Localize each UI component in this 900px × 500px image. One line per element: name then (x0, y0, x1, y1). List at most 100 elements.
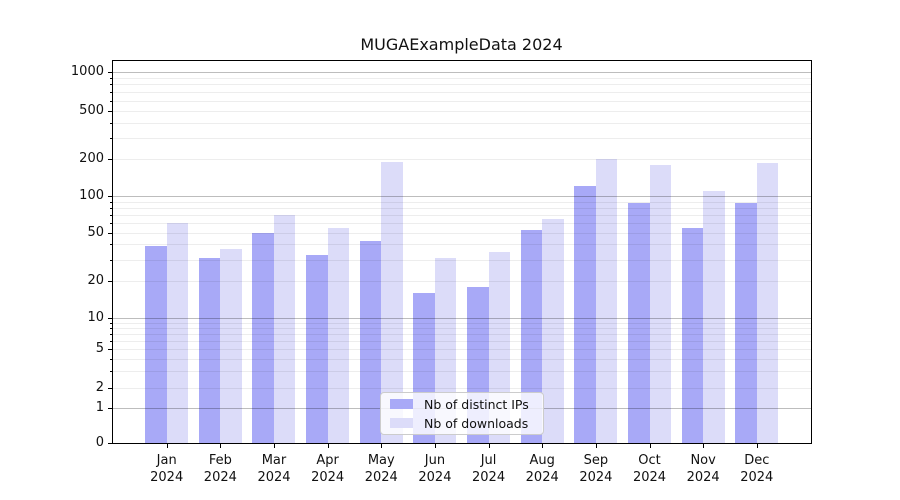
x-tick-label-oct: Oct 2024 (618, 452, 682, 486)
x-label-year: 2024 (203, 470, 237, 485)
y-minortick-90 (110, 201, 112, 203)
gridline-major-1000 (113, 72, 811, 73)
legend-box: Nb of distinct IPs Nb of downloads (380, 392, 544, 435)
y-minortick-30 (110, 259, 112, 261)
legend-label-distinct-ips: Nb of distinct IPs (424, 396, 529, 412)
gridline-major-100 (113, 195, 811, 197)
y-minortick-6 (110, 340, 112, 342)
gridline-minor-2 (113, 387, 811, 389)
gridline-minor-60 (113, 223, 811, 225)
y-tick-100 (108, 195, 112, 197)
y-minortick-300 (110, 137, 112, 139)
x-tick-label-mar: Mar 2024 (242, 452, 306, 486)
x-label-year: 2024 (525, 470, 559, 485)
x-label-month: Jul (480, 453, 497, 468)
x-tick-label-feb: Feb 2024 (188, 452, 252, 486)
y-tick-20 (108, 280, 112, 282)
legend-item-distinct-ips: Nb of distinct IPs (390, 397, 543, 412)
y-tick-label: 5 (95, 341, 104, 357)
x-label-year: 2024 (418, 470, 452, 485)
legend-swatch-downloads (390, 418, 413, 428)
y-tick-label: 100 (79, 187, 104, 203)
x-tick-mar (273, 444, 275, 448)
x-tick-label-dec: Dec 2024 (725, 452, 789, 486)
legend-label-downloads: Nb of downloads (424, 415, 529, 431)
bar-dec-distinct-ips (735, 202, 757, 443)
gridline-minor-9 (113, 322, 811, 324)
bar-apr-downloads (327, 227, 350, 443)
x-tick-label-may: May 2024 (349, 452, 413, 486)
y-tick-50 (108, 232, 112, 234)
x-label-year: 2024 (472, 470, 506, 485)
gridline-minor-700 (113, 91, 811, 93)
x-tick-dec (756, 444, 758, 448)
y-minortick-800 (110, 84, 112, 86)
gridline-minor-50 (113, 232, 811, 234)
y-minortick-40 (110, 244, 112, 246)
y-tick-10 (108, 317, 112, 319)
spine-left (112, 60, 113, 444)
x-label-month: Feb (208, 453, 232, 468)
x-tick-nov (703, 444, 705, 448)
spine-bottom (112, 443, 812, 444)
gridline-minor-40 (113, 244, 811, 246)
x-tick-aug (542, 444, 544, 448)
x-label-year: 2024 (686, 470, 720, 485)
y-minortick-70 (110, 214, 112, 216)
x-tick-label-nov: Nov 2024 (671, 452, 735, 486)
x-tick-may (381, 444, 383, 448)
bar-may-distinct-ips (359, 240, 382, 443)
gridline-major-10 (113, 317, 811, 319)
gridline-minor-600 (113, 100, 811, 102)
y-tick-500 (108, 110, 112, 112)
y-tick-200 (108, 159, 112, 161)
x-label-month: Sep (583, 453, 609, 468)
x-label-month: Aug (529, 453, 555, 468)
x-label-month: Mar (261, 453, 287, 468)
bar-feb-distinct-ips (198, 257, 221, 443)
bar-sep-downloads (595, 159, 618, 443)
legend-item-downloads: Nb of downloads (390, 416, 543, 431)
x-label-month: Jun (424, 453, 446, 468)
bar-oct-downloads (649, 164, 671, 443)
x-tick-label-apr: Apr 2024 (296, 452, 360, 486)
y-tick-label: 1000 (70, 64, 104, 79)
y-minortick-8 (110, 327, 112, 329)
x-label-year: 2024 (364, 470, 398, 485)
x-tick-feb (220, 444, 222, 448)
x-label-year: 2024 (311, 470, 345, 485)
y-minortick-60 (110, 223, 112, 225)
x-tick-label-aug: Aug 2024 (510, 452, 574, 486)
spine-right (811, 60, 812, 444)
bar-sep-distinct-ips (574, 186, 596, 443)
x-tick-apr (327, 444, 329, 448)
y-minortick-700 (110, 91, 112, 93)
bar-aug-downloads (542, 218, 564, 443)
x-label-month: Oct (638, 453, 661, 468)
y-minortick-4 (110, 358, 112, 360)
x-label-month: May (367, 453, 395, 468)
gridline-minor-5 (113, 349, 811, 351)
x-label-year: 2024 (579, 470, 613, 485)
y-tick-0 (108, 443, 112, 444)
x-tick-sep (595, 444, 597, 448)
y-minortick-900 (110, 77, 112, 79)
gridline-minor-400 (113, 122, 811, 124)
gridline-minor-500 (113, 110, 811, 112)
gridline-minor-8 (113, 327, 811, 329)
y-tick-label: 50 (87, 224, 104, 240)
y-minortick-80 (110, 207, 112, 209)
bar-jan-distinct-ips (145, 245, 167, 443)
x-label-month: Nov (690, 453, 716, 468)
bar-apr-distinct-ips (306, 254, 328, 443)
gridline-minor-30 (113, 259, 811, 261)
gridline-minor-70 (113, 214, 811, 216)
y-tick-label: 500 (79, 102, 104, 118)
bar-feb-downloads (220, 248, 242, 443)
y-minortick-3 (110, 370, 112, 372)
x-tick-label-jun: Jun 2024 (403, 452, 467, 486)
bar-nov-downloads (703, 190, 725, 443)
y-minortick-9 (110, 322, 112, 324)
x-label-year: 2024 (150, 470, 184, 485)
bar-mar-downloads (273, 214, 296, 443)
